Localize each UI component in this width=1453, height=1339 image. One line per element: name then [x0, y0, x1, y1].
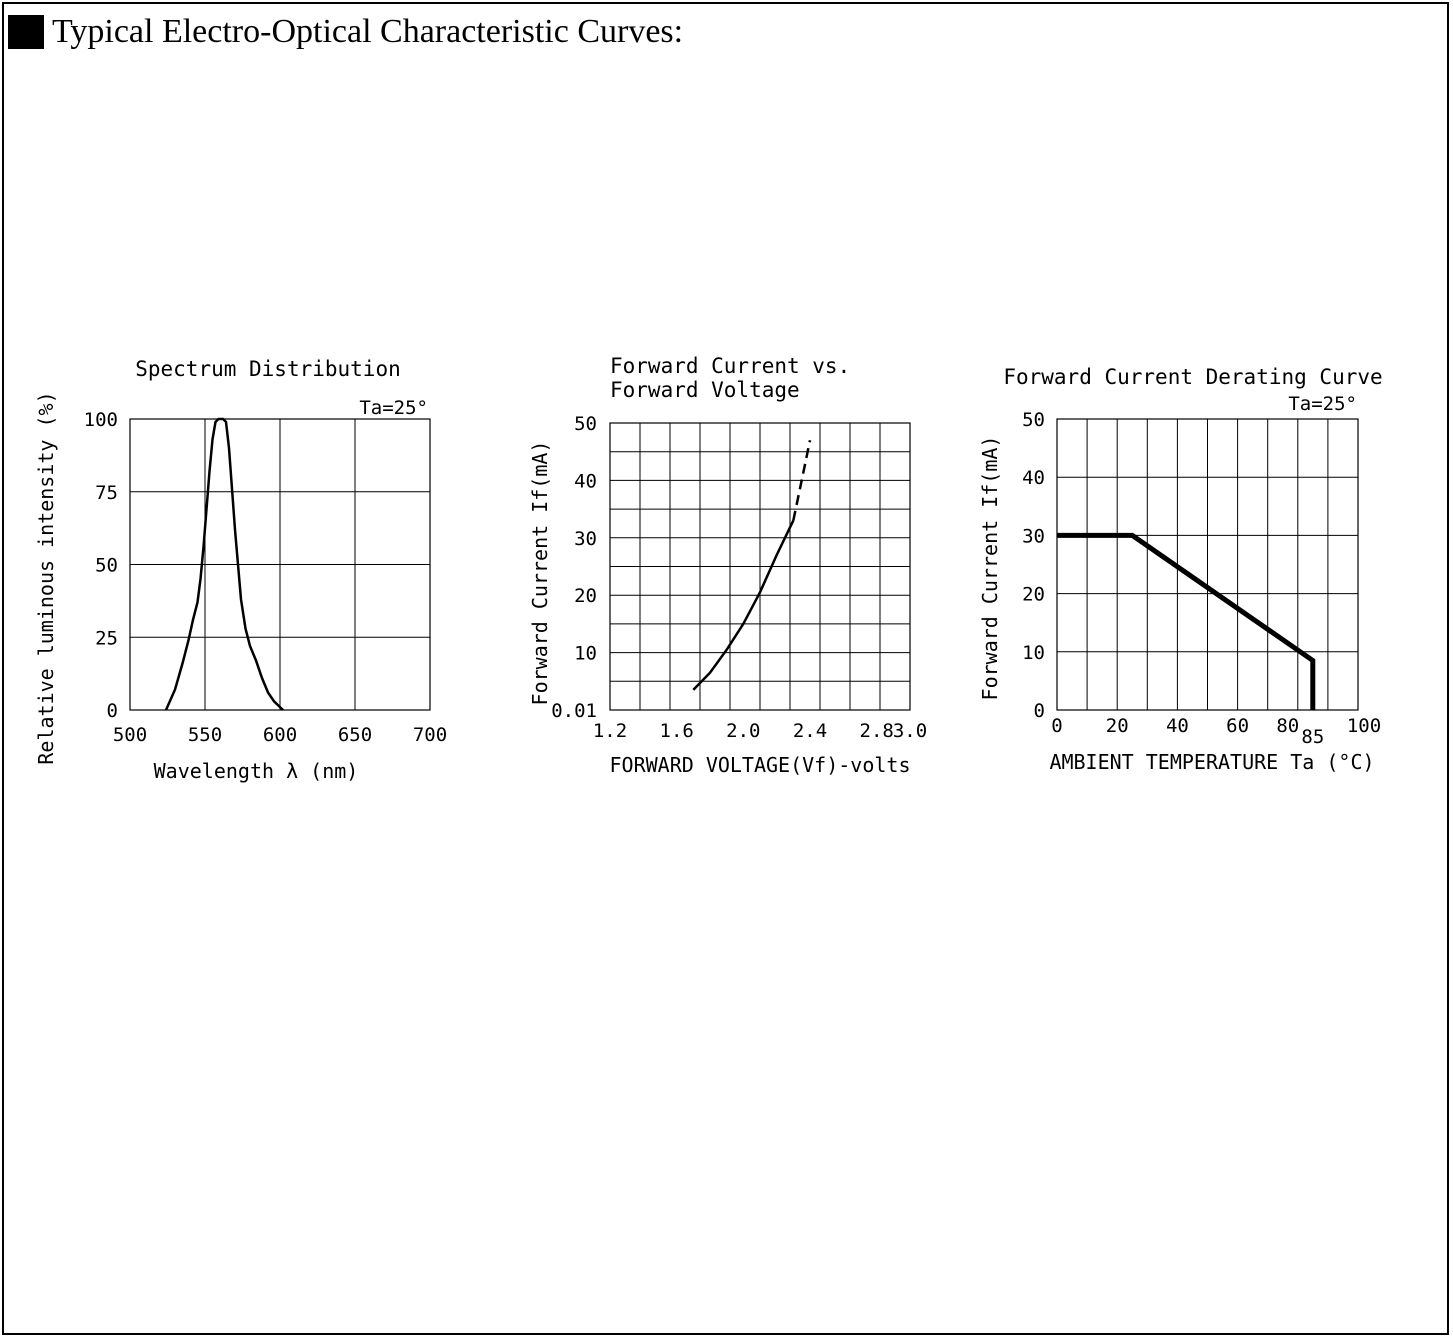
x-tick-label: 2.4 [793, 720, 827, 742]
x-tick-label: 40 [1166, 715, 1189, 737]
x-tick-label: 600 [263, 724, 297, 746]
series-line [164, 417, 284, 711]
iv-chart: Forward Current vs. Forward Voltage 1.2 1… [528, 354, 927, 777]
y-tick-label: 10 [574, 643, 597, 665]
y-tick-label: 100 [84, 409, 118, 431]
chart-note: Ta=25° [359, 397, 428, 419]
y-tick-label: 50 [574, 413, 597, 435]
derating-chart: Forward Current Derating Curve Ta=25° 0 2… [978, 365, 1383, 774]
section-header: Typical Electro-Optical Characteristic C… [8, 12, 683, 52]
x-tick-label: 2.0 [726, 720, 760, 742]
chart-title: Forward Current vs. [610, 354, 850, 378]
x-tick-label: 20 [1106, 715, 1129, 737]
x-tick-label: 0 [1051, 715, 1062, 737]
spectrum-chart: Spectrum Distribution Ta=25° 500 550 600 65… [34, 357, 447, 783]
x-axis-label: AMBIENT TEMPERATURE Ta (°C) [1049, 750, 1374, 774]
chart-note: Ta=25° [1288, 393, 1357, 415]
chart-title-line2: Forward Voltage [610, 378, 800, 402]
y-tick-label: 40 [574, 470, 597, 492]
series-line-dashed [792, 439, 812, 521]
y-tick-label: 50 [95, 555, 118, 577]
x-tick-label: 1.2 [593, 720, 627, 742]
y-tick-label: 20 [1022, 584, 1045, 606]
chart-title: Forward Current Derating Curve [1003, 365, 1382, 389]
y-tick-label: 30 [574, 528, 597, 550]
y-tick-label: 0.01 [551, 700, 597, 722]
x-tick-label: 1.6 [660, 720, 694, 742]
y-tick-label: 50 [1022, 409, 1045, 431]
x-tick-label: 100 [1347, 715, 1381, 737]
y-tick-label: 10 [1022, 642, 1045, 664]
series-line [692, 520, 795, 691]
x-tick-label: 85 [1301, 726, 1324, 748]
x-tick-label: 550 [188, 724, 222, 746]
x-tick-label: 650 [338, 724, 372, 746]
x-tick-label: 2.8 [860, 720, 894, 742]
y-tick-label: 20 [574, 585, 597, 607]
page-title: Typical Electro-Optical Characteristic C… [52, 13, 684, 50]
chart-title: Spectrum Distribution [135, 357, 401, 381]
x-axis-label: FORWARD VOLTAGE(Vf)-volts [609, 753, 910, 777]
x-tick-label: 3.0 [893, 720, 927, 742]
x-tick-label: 60 [1226, 715, 1249, 737]
y-tick-label: 25 [95, 627, 118, 649]
y-tick-label: 30 [1022, 525, 1045, 547]
square-bullet-icon [8, 15, 44, 49]
y-tick-label: 0 [1034, 700, 1045, 722]
series-line [1057, 532, 1316, 710]
y-axis-label: Forward Current If(mA) [528, 441, 552, 706]
y-axis-label: Forward Current If(mA) [978, 436, 1002, 701]
y-tick-label: 40 [1022, 467, 1045, 489]
y-tick-label: 75 [95, 482, 118, 504]
x-tick-label: 80 [1276, 715, 1299, 737]
x-axis-label: Wavelength λ (nm) [154, 759, 359, 783]
x-tick-label: 500 [113, 724, 147, 746]
y-axis-label: Relative luminous intensity (%) [34, 391, 58, 764]
x-tick-label: 700 [413, 724, 447, 746]
y-tick-label: 0 [107, 700, 118, 722]
